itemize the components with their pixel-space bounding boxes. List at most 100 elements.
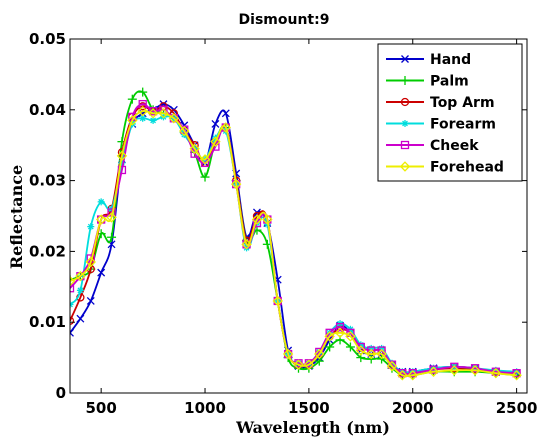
series-marker: [147, 108, 159, 119]
series-marker: [86, 297, 95, 305]
legend-label: Cheek: [430, 138, 479, 154]
series-marker: [272, 295, 283, 307]
series-marker: [334, 327, 346, 339]
y-tick-label: 0.01: [29, 313, 66, 331]
y-tick-label: 0.02: [29, 242, 66, 260]
series-marker: [148, 107, 158, 116]
legend-entry: Forehead: [386, 160, 504, 176]
series-marker: [429, 365, 438, 374]
series-marker: [158, 108, 169, 119]
plot-frame: [69, 38, 528, 394]
series-marker: [137, 105, 148, 117]
x-tick-label: 500: [86, 399, 117, 417]
series-marker: [335, 323, 345, 332]
series-marker: [138, 87, 148, 97]
legend-label: Forearm: [430, 117, 496, 133]
series-marker: [116, 150, 128, 162]
x-tick-label: 2500: [496, 399, 538, 417]
series-marker: [107, 232, 117, 242]
series-marker: [76, 286, 84, 294]
series-marker: [127, 115, 138, 126]
legend-marker: [401, 120, 409, 127]
series-marker: [469, 365, 481, 376]
series-marker: [345, 331, 356, 342]
legend-entry: Cheek: [386, 138, 479, 154]
series-marker: [397, 370, 408, 381]
legend-label: Palm: [430, 74, 469, 90]
series-marker: [127, 94, 137, 104]
series-marker: [251, 214, 263, 225]
y-tick-label: 0: [56, 384, 66, 402]
series-marker: [70, 328, 74, 337]
y-tick-label: 0.04: [29, 101, 66, 119]
series-marker: [325, 342, 335, 352]
series-marker: [470, 364, 480, 373]
series-marker: [490, 367, 502, 379]
series-marker: [199, 154, 211, 165]
series-marker: [355, 345, 367, 356]
chart-title: Dismount:9: [239, 12, 330, 28]
legend-label: Forehead: [430, 160, 504, 176]
series-marker: [210, 136, 221, 147]
legend-label: Hand: [430, 52, 471, 68]
series-marker: [220, 122, 232, 133]
series-marker: [75, 270, 86, 282]
y-axis-title: Reflectance: [7, 165, 26, 269]
series-marker: [365, 348, 377, 360]
legend-marker: [400, 76, 410, 85]
series-marker: [449, 365, 460, 376]
series-marker: [211, 120, 220, 128]
legend-marker: [400, 140, 410, 150]
series-marker: [95, 214, 107, 225]
legend-entry: Top Arm: [386, 95, 495, 111]
x-tick-label: 1500: [288, 399, 330, 417]
series-marker: [189, 143, 200, 154]
series-marker: [230, 178, 242, 190]
x-tick-label: 2000: [392, 399, 434, 417]
series-marker: [241, 239, 252, 250]
series-marker: [408, 369, 417, 378]
legend-entry: Forearm: [386, 117, 496, 133]
series-marker: [428, 366, 439, 377]
series-marker: [512, 369, 521, 378]
series-marker: [221, 109, 230, 118]
legend-entry: Hand: [386, 52, 471, 68]
series-marker: [85, 256, 96, 268]
series-forehead: [70, 105, 522, 381]
series-layer: [70, 87, 522, 381]
legend: Hand Palm Top Arm Forearm Cheek Forehead: [377, 43, 523, 182]
series-marker: [386, 360, 398, 372]
series-marker: [76, 314, 85, 323]
series-marker: [324, 331, 335, 342]
series-marker: [345, 342, 355, 352]
legend-label: Top Arm: [430, 95, 495, 111]
series-marker: [87, 223, 95, 231]
series-marker: [282, 348, 294, 360]
series-marker: [70, 275, 76, 287]
series-marker: [179, 125, 190, 137]
series-line: [70, 110, 517, 378]
series-marker: [97, 198, 105, 206]
series-marker: [70, 316, 75, 325]
legend-marker: [401, 55, 409, 63]
series-marker: [376, 348, 387, 360]
x-tick-label: 1000: [184, 399, 226, 417]
y-tick-label: 0.03: [29, 172, 66, 190]
axis-ticks: 500 1000 1500 2000 2500 0 0.01 0.02 0.03 0.04 0.05: [29, 30, 538, 417]
legend-box: [377, 43, 523, 182]
series-marker: [70, 301, 74, 308]
x-axis-title: Wavelength (nm): [235, 418, 390, 437]
y-tick-label: 0.05: [29, 30, 66, 48]
series-marker: [511, 370, 522, 381]
series-marker: [106, 212, 117, 223]
legend-marker: [400, 97, 410, 107]
series-marker: [314, 348, 325, 360]
legend-entry: Palm: [386, 74, 469, 90]
series-marker: [293, 359, 304, 370]
series-marker: [97, 268, 106, 277]
series-marker: [117, 165, 127, 175]
series-marker: [303, 359, 315, 370]
series-marker: [70, 284, 75, 293]
series-marker: [407, 370, 418, 381]
